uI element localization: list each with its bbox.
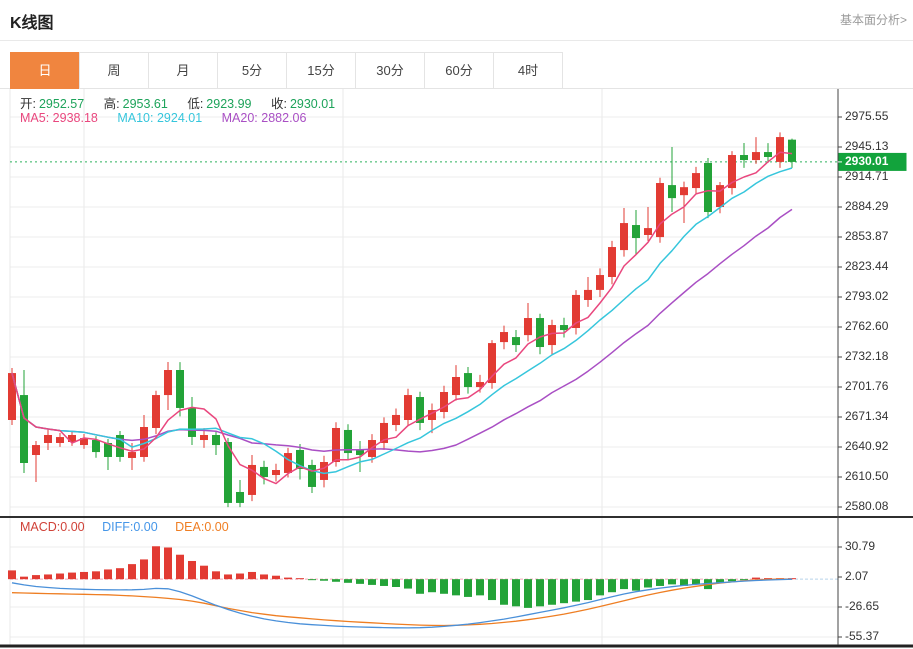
- macd-value: MACD:0.00: [20, 520, 85, 534]
- tab-月[interactable]: 月: [148, 52, 218, 89]
- tab-4时[interactable]: 4时: [493, 52, 563, 89]
- svg-text:-55.37: -55.37: [845, 629, 879, 643]
- tab-15分[interactable]: 15分: [286, 52, 356, 89]
- high-value: 2953.61: [122, 97, 168, 111]
- interval-tabbar: 日周月 5分 15分 30分 60分 4时: [10, 52, 563, 89]
- tab-日[interactable]: 日: [10, 52, 80, 89]
- diff-line: [11, 578, 793, 629]
- ma20-pair: MA20: 2882.06: [222, 111, 307, 125]
- low-pair: 低: 2923.99: [187, 97, 251, 111]
- ma10-label: MA10:: [117, 111, 154, 125]
- dea-line: [11, 578, 793, 627]
- svg-text:2884.29: 2884.29: [845, 199, 889, 213]
- tab-周[interactable]: 周: [79, 52, 149, 89]
- open-value: 2952.57: [38, 97, 85, 111]
- high-label: 高:: [103, 97, 120, 111]
- svg-text:2793.02: 2793.02: [845, 289, 889, 303]
- svg-text:2580.08: 2580.08: [845, 499, 889, 513]
- open-pair: 开: 2952.57: [20, 97, 84, 111]
- svg-text:2914.71: 2914.71: [845, 169, 889, 183]
- ma5-line: [11, 151, 793, 485]
- svg-text:2640.92: 2640.92: [845, 439, 889, 453]
- svg-text:2671.34: 2671.34: [845, 409, 889, 423]
- tab-60分[interactable]: 60分: [424, 52, 494, 89]
- svg-text:2930.01: 2930.01: [845, 154, 889, 168]
- header-divider: [0, 40, 913, 41]
- ma5-label: MA5:: [20, 111, 50, 125]
- ma-legend: MA5: 2938.18 MA10: 2924.01 MA20: 2882.06: [20, 111, 306, 125]
- close-pair: 收: 2930.01: [271, 97, 335, 111]
- tab-30分[interactable]: 30分: [355, 52, 425, 89]
- close-value: 2930.01: [289, 97, 336, 111]
- ma20-value: 2882.06: [261, 111, 307, 125]
- macd-histogram: [8, 546, 796, 608]
- svg-text:2945.13: 2945.13: [845, 139, 889, 153]
- svg-text:30.79: 30.79: [845, 539, 875, 553]
- current-price-badge: 2930.01: [838, 152, 907, 171]
- ma10-line: [11, 167, 793, 475]
- ma10-pair: MA10: 2924.01: [117, 111, 202, 125]
- diff: [11, 578, 793, 629]
- macd-legend: MACD:0.00 DIFF:0.00 DEA:0.00: [20, 520, 229, 534]
- ma10: [11, 167, 793, 475]
- svg-text:2732.18: 2732.18: [845, 349, 889, 363]
- svg-text:-26.65: -26.65: [845, 599, 879, 613]
- svg-text:2823.44: 2823.44: [845, 259, 889, 273]
- ma5-pair: MA5: 2938.18: [20, 111, 98, 125]
- ma5: [11, 151, 793, 485]
- ma5-value: 2938.18: [52, 111, 98, 125]
- svg-text:2975.55: 2975.55: [845, 109, 889, 123]
- ma20-label: MA20:: [221, 111, 258, 125]
- diff-value: DIFF:0.00: [102, 520, 158, 534]
- ma10-value: 2924.01: [156, 111, 203, 125]
- axes: [0, 89, 913, 648]
- svg-text:2762.60: 2762.60: [845, 319, 889, 333]
- price-axis-labels: 2975.55 2945.13 2914.71 2884.29 2853.87 2823.…: [838, 109, 889, 513]
- close-label: 收:: [270, 97, 287, 111]
- fundamental-analysis-link[interactable]: 基本面分析>: [839, 13, 907, 27]
- candles-group: [8, 132, 796, 508]
- svg-text:2.07: 2.07: [845, 569, 869, 583]
- page-title: K线图: [10, 15, 54, 32]
- ma20: [11, 208, 793, 453]
- dea: [11, 578, 793, 627]
- grid-lines: [9, 89, 838, 645]
- low-label: 低:: [187, 97, 204, 111]
- high-pair: 高: 2953.61: [104, 97, 168, 111]
- low-value: 2923.99: [206, 97, 252, 111]
- svg-text:2610.50: 2610.50: [845, 469, 889, 483]
- ohlc-legend: 开: 2952.57 高: 2953.61 低: 2923.99 收: 2930.01: [20, 93, 351, 112]
- ma20-line: [11, 208, 793, 453]
- svg-text:2701.76: 2701.76: [845, 379, 889, 393]
- svg-text:2853.87: 2853.87: [845, 229, 889, 243]
- open-label: 开:: [20, 97, 36, 111]
- tab-5分[interactable]: 5分: [217, 52, 287, 89]
- dea-value: DEA:0.00: [175, 520, 229, 534]
- macd-axis-labels: 30.79 2.07 -26.65 -55.37: [838, 539, 879, 643]
